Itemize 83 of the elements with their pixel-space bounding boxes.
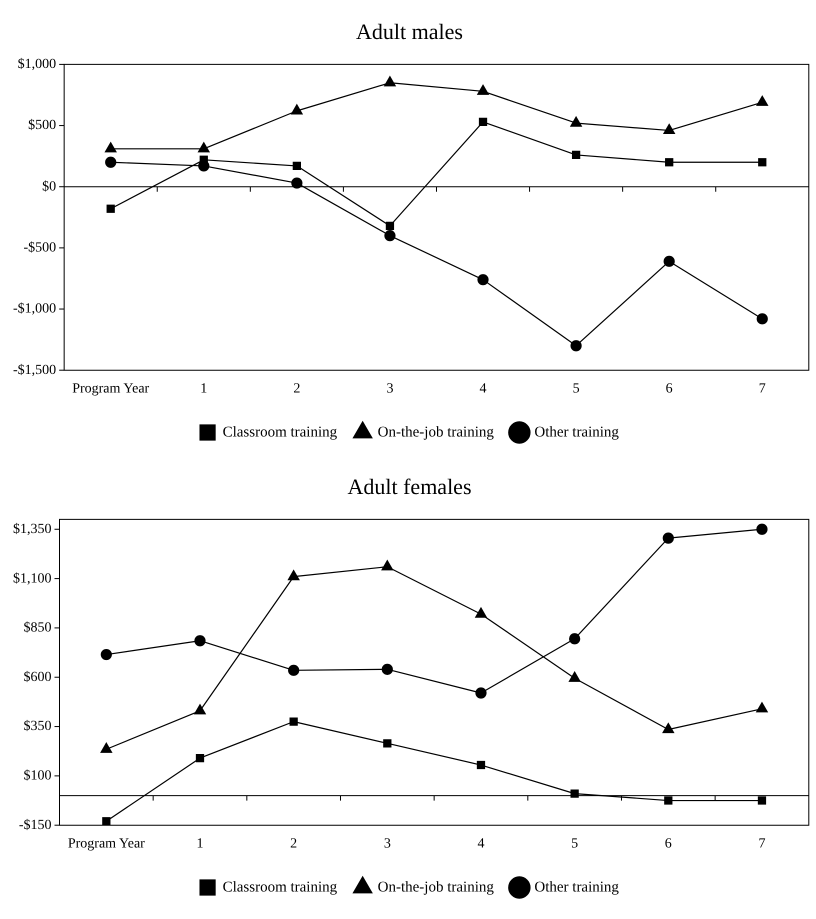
- legend-label: Classroom training: [222, 879, 338, 896]
- y-tick-label: $850: [24, 620, 52, 636]
- point: [290, 717, 298, 726]
- point: [288, 570, 300, 580]
- y-tick-label: $500: [28, 118, 56, 134]
- chart-title: Adult females: [347, 474, 472, 499]
- y-tick-label: $100: [24, 768, 52, 784]
- point: [664, 796, 672, 805]
- point: [477, 84, 489, 95]
- point: [572, 150, 580, 160]
- point: [384, 76, 396, 86]
- point: [662, 532, 674, 544]
- legend-label: On-the-job training: [378, 879, 494, 896]
- y-tick-label: $1,100: [13, 571, 52, 586]
- point: [475, 687, 487, 699]
- y-tick-label: -$1,000: [12, 302, 56, 317]
- x-tick-label: 7: [758, 836, 766, 852]
- x-tick-label: 2: [293, 381, 300, 396]
- legend-label: Classroom training: [222, 424, 338, 440]
- point: [288, 664, 300, 676]
- x-tick-label: 4: [477, 836, 484, 852]
- point: [662, 722, 674, 734]
- point: [196, 754, 204, 762]
- x-tick-label: 6: [664, 836, 672, 852]
- point: [100, 742, 112, 753]
- point: [106, 204, 115, 213]
- point: [102, 817, 110, 826]
- legend-label: Other training: [534, 424, 620, 440]
- point: [758, 158, 766, 166]
- point: [478, 118, 488, 126]
- point: [475, 608, 487, 618]
- point: [382, 560, 394, 570]
- x-tick-label: 3: [384, 836, 391, 852]
- chart-title: Adult males: [356, 18, 463, 44]
- point: [291, 177, 302, 189]
- point: [477, 274, 489, 286]
- point: [198, 142, 210, 152]
- x-tick-label: Program Year: [72, 381, 150, 396]
- y-tick-label: $0: [42, 179, 56, 194]
- x-tick-label: 5: [572, 381, 580, 396]
- point: [386, 222, 394, 230]
- point: [291, 104, 303, 114]
- point: [384, 230, 396, 242]
- point: [100, 648, 112, 660]
- x-tick-label: 1: [200, 381, 208, 396]
- x-tick-label: 2: [290, 836, 298, 852]
- point: [570, 116, 582, 127]
- point: [756, 524, 768, 535]
- point: [382, 664, 393, 675]
- x-tick-label: 7: [758, 381, 766, 396]
- point: [104, 142, 116, 152]
- point: [756, 313, 768, 324]
- x-tick-label: 5: [571, 836, 578, 852]
- y-tick-label: $1,350: [13, 522, 52, 537]
- point: [756, 96, 768, 106]
- legend-label: On-the-job training: [378, 424, 494, 440]
- point: [758, 796, 766, 805]
- y-tick-label: $600: [24, 670, 52, 685]
- point: [570, 790, 579, 798]
- legend-label: Other training: [534, 879, 620, 896]
- y-tick-label: -$500: [23, 240, 56, 256]
- point: [664, 256, 675, 267]
- point: [476, 760, 486, 770]
- point: [194, 635, 206, 646]
- point: [570, 340, 582, 352]
- point: [569, 633, 580, 644]
- y-tick-label: $1,000: [18, 57, 56, 72]
- y-tick-label: $350: [24, 719, 52, 734]
- point: [756, 702, 768, 712]
- x-tick-label: Program Year: [68, 836, 146, 852]
- point: [105, 156, 116, 168]
- x-tick-label: 1: [196, 836, 204, 852]
- point: [292, 162, 301, 170]
- point: [194, 704, 206, 714]
- point: [663, 124, 675, 134]
- y-tick-label: -$150: [18, 818, 52, 833]
- x-tick-label: 4: [480, 381, 487, 396]
- point: [568, 672, 580, 682]
- y-tick-label: -$1,500: [12, 362, 56, 378]
- x-tick-label: 6: [666, 381, 673, 396]
- x-tick-label: 3: [386, 381, 394, 396]
- point: [665, 158, 674, 166]
- point: [383, 739, 392, 748]
